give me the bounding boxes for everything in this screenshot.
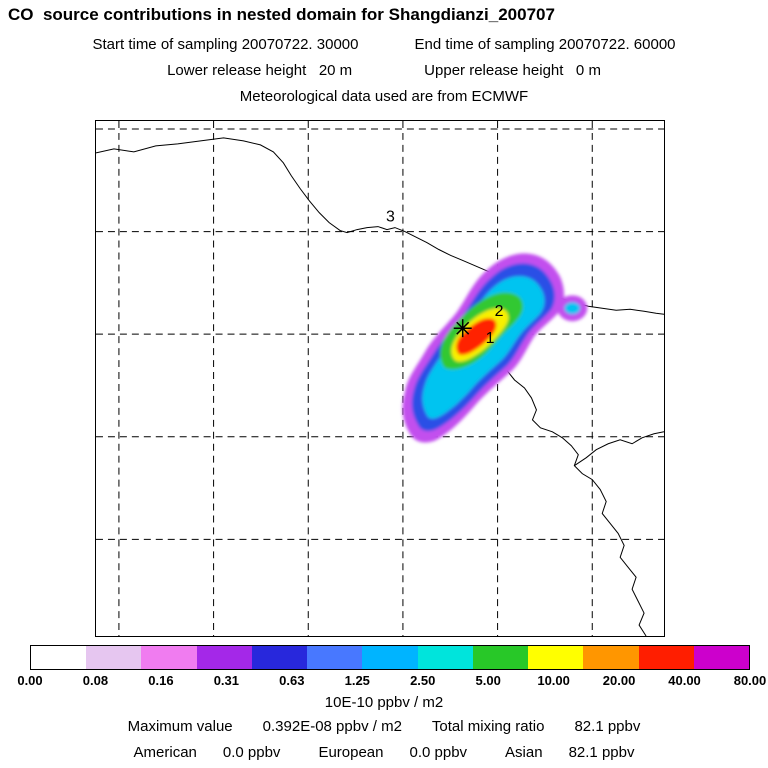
- map-svg: 3 2 1: [96, 121, 664, 636]
- region-american-label: American: [133, 744, 197, 761]
- region-asian: Asian 82.1 ppbv: [505, 744, 634, 761]
- station-marker-icon: [453, 319, 472, 338]
- colorbar: [30, 645, 750, 670]
- end-time-text: End time of sampling 20070722. 60000: [414, 36, 676, 53]
- max-value-line: Maximum value 0.392E-08 ppbv / m2 Total …: [0, 718, 768, 735]
- colorbar-segment: [417, 646, 473, 669]
- colorbar-tick-label: 20.00: [602, 673, 636, 688]
- map-panel: 3 2 1: [95, 120, 665, 637]
- max-value: 0.392E-08 ppbv / m2: [262, 718, 402, 735]
- start-time-text: Start time of sampling 20070722. 30000: [92, 36, 359, 53]
- colorbar-tick-labels: 0.00 0.08 0.16 0.31 0.63 1.25 2.50 5.00 10.00 20.…: [17, 673, 766, 689]
- region-european-label: European: [318, 744, 384, 761]
- map-label-1: 1: [486, 330, 495, 347]
- lower-release-text: Lower release height 20 m: [167, 62, 353, 79]
- colorbar-segment: [583, 646, 639, 669]
- total-mixing-ratio-value: 82.1 ppbv: [574, 718, 641, 735]
- colorbar-segment: [693, 646, 750, 669]
- colorbar-tick-label: 0.63: [279, 673, 305, 688]
- release-height-line: Lower release height 20 m Upper release …: [0, 62, 768, 79]
- colorbar-tick-label: 0.31: [213, 673, 240, 688]
- meteorology-text: Meteorological data used are from ECMWF: [239, 88, 529, 105]
- colorbar-tick-label: 0.08: [82, 673, 109, 688]
- colorbar-segment: [31, 646, 87, 669]
- region-european: European 0.0 ppbv: [318, 744, 467, 761]
- colorbar-segment: [141, 646, 197, 669]
- plume-satellite-inner: [564, 302, 581, 315]
- colorbar-segment: [196, 646, 252, 669]
- region-asian-value: 82.1 ppbv: [568, 744, 635, 761]
- colorbar-tick-label: 0.00: [17, 673, 43, 688]
- sampling-time-line: Start time of sampling 20070722. 30000 E…: [0, 36, 768, 53]
- colorbar-segment: [86, 646, 142, 669]
- meteorology-line: Meteorological data used are from ECMWF: [0, 88, 768, 105]
- region-contributions-line: American 0.0 ppbv European 0.0 ppbv Asia…: [0, 744, 768, 761]
- colorbar-tick-label: 80.00: [733, 673, 767, 688]
- region-european-value: 0.0 ppbv: [409, 744, 468, 761]
- colorbar-tick-label: 0.16: [148, 673, 174, 688]
- region-american: American 0.0 ppbv: [134, 744, 281, 761]
- colorbar-segment: [362, 646, 418, 669]
- colorbar-tick-label: 5.00: [475, 673, 501, 688]
- map-label-3: 3: [386, 209, 395, 226]
- colorbar-tick-label: 2.50: [410, 673, 436, 688]
- colorbar-tick-label: 40.00: [668, 673, 701, 688]
- map-label-2: 2: [495, 303, 504, 320]
- colorbar-segment: [251, 646, 308, 669]
- colorbar-unit-label: 10E-10 ppbv / m2: [324, 694, 444, 711]
- colorbar-segment: [307, 646, 363, 669]
- gridlines: [96, 121, 664, 636]
- colorbar-segment: [472, 646, 529, 669]
- max-value-label: Maximum value: [127, 718, 233, 735]
- colorbar-tick-label: 10.00: [537, 673, 570, 688]
- region-american-value: 0.0 ppbv: [222, 744, 281, 761]
- total-mixing-ratio-label: Total mixing ratio: [431, 718, 545, 735]
- figure-title: CO source contributions in nested domain…: [8, 5, 555, 24]
- coastlines: [96, 137, 664, 636]
- colorbar-tick-label: 1.25: [344, 673, 370, 688]
- upper-release-text: Upper release height 0 m: [424, 62, 601, 79]
- plume-level-red: [456, 318, 497, 355]
- colorbar-segment: [528, 646, 584, 669]
- colorbar-segment: [638, 646, 694, 669]
- plume: [402, 253, 588, 443]
- region-asian-label: Asian: [505, 744, 543, 761]
